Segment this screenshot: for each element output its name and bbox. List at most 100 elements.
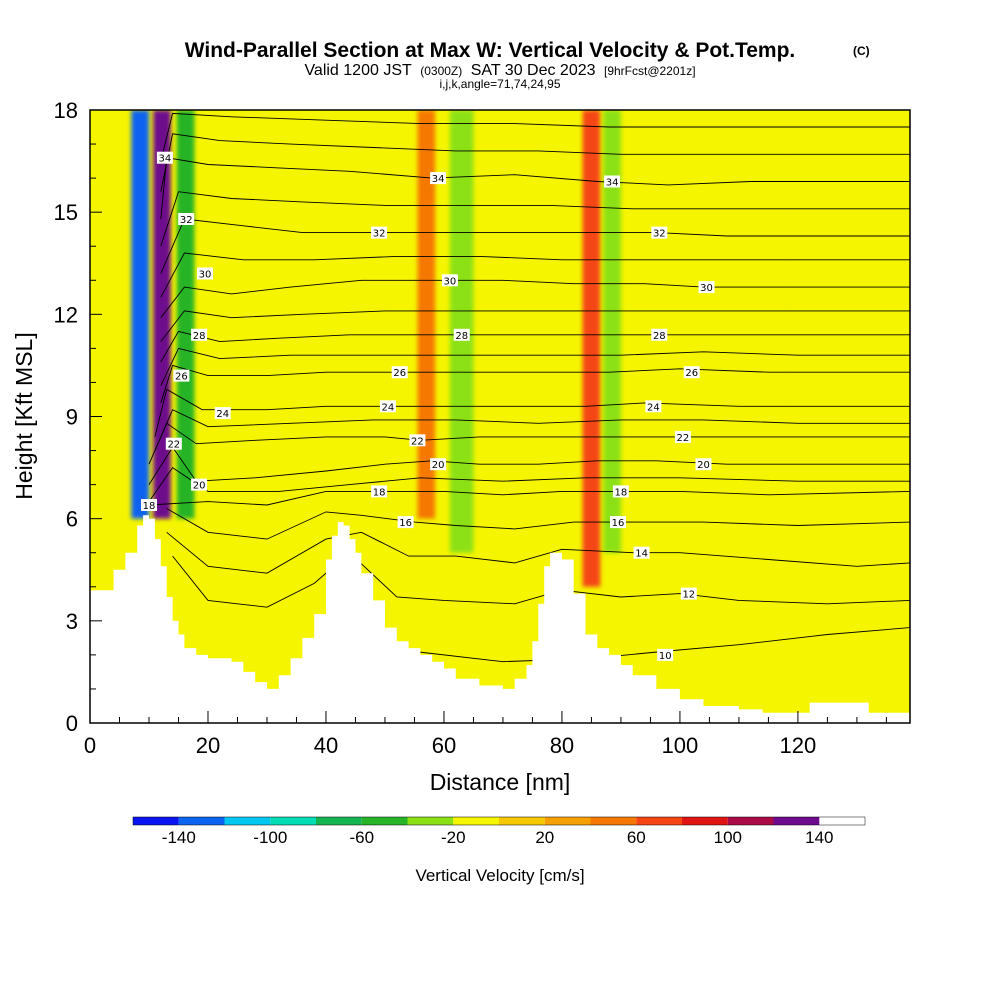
isentrope-32: [160, 218, 910, 274]
svg-text:34: 34: [606, 178, 619, 189]
isentrope-label: 24: [214, 407, 231, 420]
colorbar-tick-label: 140: [805, 828, 833, 847]
velocity-feature: [582, 110, 601, 587]
x-axis-title: Distance [nm]: [430, 769, 571, 795]
isentrope-label: 26: [391, 366, 408, 379]
isentrope-label: 30: [441, 274, 458, 287]
x-tick-label: 0: [84, 733, 96, 758]
colorbar-tick-label: -140: [162, 828, 196, 847]
isentrope-label: 26: [683, 366, 700, 379]
svg-text:18: 18: [615, 487, 628, 498]
velocity-feature: [237, 110, 262, 587]
svg-text:28: 28: [653, 331, 666, 342]
svg-text:22: 22: [167, 440, 180, 451]
svg-text:32: 32: [180, 215, 193, 226]
colorbar-tick-label: 20: [535, 828, 554, 847]
x-tick-label: 60: [432, 733, 456, 758]
colorbar-swatch: [407, 817, 454, 825]
x-tick-label: 40: [314, 733, 338, 758]
isentrope-line: [160, 347, 910, 386]
svg-text:32: 32: [373, 229, 386, 240]
velocity-feature: [603, 110, 621, 553]
svg-text:34: 34: [432, 174, 445, 185]
x-tick-label: 80: [550, 733, 574, 758]
colorbar-tick-label: 60: [627, 828, 646, 847]
isentrope-16: [166, 508, 910, 540]
isentrope-label: 18: [141, 499, 157, 512]
isentrope-label: 18: [612, 485, 629, 498]
isentrope-label: 30: [698, 281, 715, 294]
utc-time-label: (0300Z): [420, 64, 462, 78]
terrain-layer: [90, 515, 910, 723]
svg-text:30: 30: [444, 276, 457, 287]
colorbar-swatch: [133, 817, 179, 825]
svg-text:34: 34: [159, 154, 172, 165]
y-tick-label: 15: [54, 200, 78, 225]
isentrope-label: 34: [604, 175, 621, 189]
isentrope-label-layer: 34 32 30 28 26 24 22 20 18 34 32 30 28 26 24 22 20 18 16 34…: [141, 151, 715, 662]
isentrope-label: 30: [197, 267, 213, 281]
svg-text:26: 26: [685, 368, 698, 379]
svg-text:20: 20: [432, 460, 445, 471]
isentrope-line: [160, 133, 910, 192]
isentrope-line: [160, 252, 910, 298]
isentrope-line: [160, 310, 910, 342]
velocity-feature: [721, 110, 757, 519]
svg-text:20: 20: [193, 481, 206, 492]
isentrope-label: 14: [633, 546, 650, 560]
isentrope-label: 20: [191, 478, 208, 492]
colorbar-tick-label: -60: [350, 828, 375, 847]
isentrope-label: 22: [165, 437, 182, 451]
terrain-mask: [90, 515, 910, 723]
velocity-feature: [794, 110, 825, 621]
valid-time-label: Valid 1200 JST: [304, 62, 412, 79]
isentrope-label: 32: [651, 226, 668, 240]
svg-text:28: 28: [455, 331, 468, 342]
axes: 0 20 40 60 80 100 120 0 3 6 9 12 15 18: [54, 98, 887, 758]
colorbar-tick-label: 100: [714, 828, 742, 847]
isentrope-label: 28: [191, 328, 208, 342]
svg-text:32: 32: [653, 229, 666, 240]
svg-text:24: 24: [216, 409, 229, 420]
x-tick-label: 20: [196, 733, 220, 758]
isentrope-12: [172, 552, 910, 608]
colorbar-swatch: [636, 817, 683, 825]
colorbar-swatch: [590, 817, 637, 825]
colorbar-swatch: [178, 817, 225, 825]
svg-text:24: 24: [382, 402, 395, 413]
isentrope-label: 24: [645, 400, 662, 413]
velocity-field: [92, 110, 825, 621]
isentrope-label: 32: [371, 226, 388, 240]
colorbar-swatch: [453, 817, 500, 825]
valid-date-label: SAT 30 Dec 2023: [471, 62, 596, 79]
svg-text:26: 26: [175, 372, 188, 383]
svg-text:18: 18: [373, 487, 386, 498]
isentrope-label: 16: [397, 516, 414, 529]
svg-text:26: 26: [393, 368, 406, 379]
colorbar-swatch: [270, 817, 317, 825]
svg-text:12: 12: [682, 590, 695, 601]
colorbar-tick-label: -20: [441, 828, 466, 847]
section-params-label: i,j,k,angle=71,74,24,95: [439, 77, 560, 91]
x-tick-label: 120: [780, 733, 817, 758]
velocity-feature: [153, 110, 171, 519]
svg-text:30: 30: [199, 270, 212, 281]
svg-text:16: 16: [612, 518, 625, 529]
velocity-feature: [417, 110, 436, 519]
colorbar-swatch: [727, 817, 774, 825]
colorbar-swatch: [773, 817, 820, 825]
x-tick-label: 100: [662, 733, 699, 758]
isentrope-label: 28: [651, 328, 668, 342]
velocity-feature: [131, 110, 149, 519]
isentrope-label: 26: [173, 369, 190, 383]
isentrope-label: 18: [371, 485, 388, 498]
colorbar-title: Vertical Velocity [cm/s]: [415, 866, 584, 885]
colorbar-swatch: [316, 817, 362, 825]
velocity-feature: [176, 110, 195, 519]
isentrope-label: 20: [695, 458, 712, 471]
svg-text:10: 10: [659, 651, 672, 662]
isentrope-line: [160, 112, 910, 162]
velocity-feature: [92, 110, 123, 587]
isentrope-label: 20: [430, 458, 447, 471]
